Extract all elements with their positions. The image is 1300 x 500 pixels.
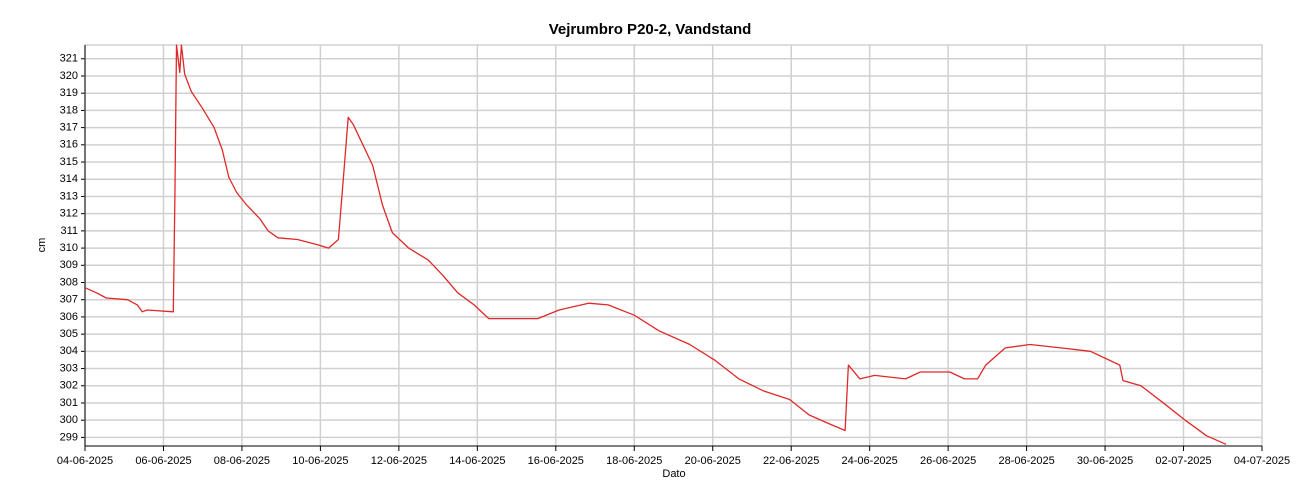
y-tick-label: 310 (60, 242, 78, 254)
y-tick-label: 317 (60, 122, 78, 134)
data-line (84, 44, 1227, 445)
x-tick-label: 28-06-2025 (998, 455, 1054, 467)
x-tick-label: 06-06-2025 (135, 455, 191, 467)
x-tick-label: 04-06-2025 (57, 455, 113, 467)
x-tick-label: 10-06-2025 (292, 455, 348, 467)
y-tick-label: 304 (60, 345, 78, 357)
x-tick-label: 02-07-2025 (1155, 455, 1211, 467)
y-tick-label: 303 (60, 362, 78, 374)
y-tick-label: 320 (60, 70, 78, 82)
y-tick-label: 316 (60, 139, 78, 151)
y-tick-label: 299 (60, 431, 78, 443)
y-tick-label: 307 (60, 294, 78, 306)
y-tick-label: 305 (60, 328, 78, 340)
y-tick-label: 301 (60, 397, 78, 409)
y-tick-label: 300 (60, 414, 78, 426)
chart-title: Vejrumbro P20-2, Vandstand (549, 21, 752, 38)
x-tick-label: 08-06-2025 (214, 455, 270, 467)
x-tick-label: 26-06-2025 (920, 455, 976, 467)
x-tick-label: 12-06-2025 (371, 455, 427, 467)
y-tick-label: 309 (60, 259, 78, 271)
y-tick-label: 302 (60, 380, 78, 392)
y-tick-label: 315 (60, 156, 78, 168)
y-axis-label: cm (36, 238, 48, 253)
y-tick-label: 313 (60, 190, 78, 202)
y-tick-label: 311 (60, 225, 78, 237)
x-tick-label: 22-06-2025 (763, 455, 819, 467)
x-tick-label: 14-06-2025 (449, 455, 505, 467)
x-axis-label: Dato (662, 468, 685, 480)
x-tick-label: 16-06-2025 (528, 455, 584, 467)
x-tick-label: 20-06-2025 (685, 455, 741, 467)
y-tick-label: 321 (60, 53, 78, 65)
y-tick-label: 319 (60, 87, 78, 99)
y-tick-label: 318 (60, 104, 78, 116)
y-tick-label: 308 (60, 276, 78, 288)
x-tick-label: 30-06-2025 (1077, 455, 1133, 467)
y-tick-label: 312 (60, 208, 78, 220)
x-tick-label: 18-06-2025 (606, 455, 662, 467)
x-tick-label: 04-07-2025 (1234, 455, 1290, 467)
y-tick-label: 306 (60, 311, 78, 323)
y-tick-label: 314 (60, 173, 78, 185)
x-tick-label: 24-06-2025 (842, 455, 898, 467)
